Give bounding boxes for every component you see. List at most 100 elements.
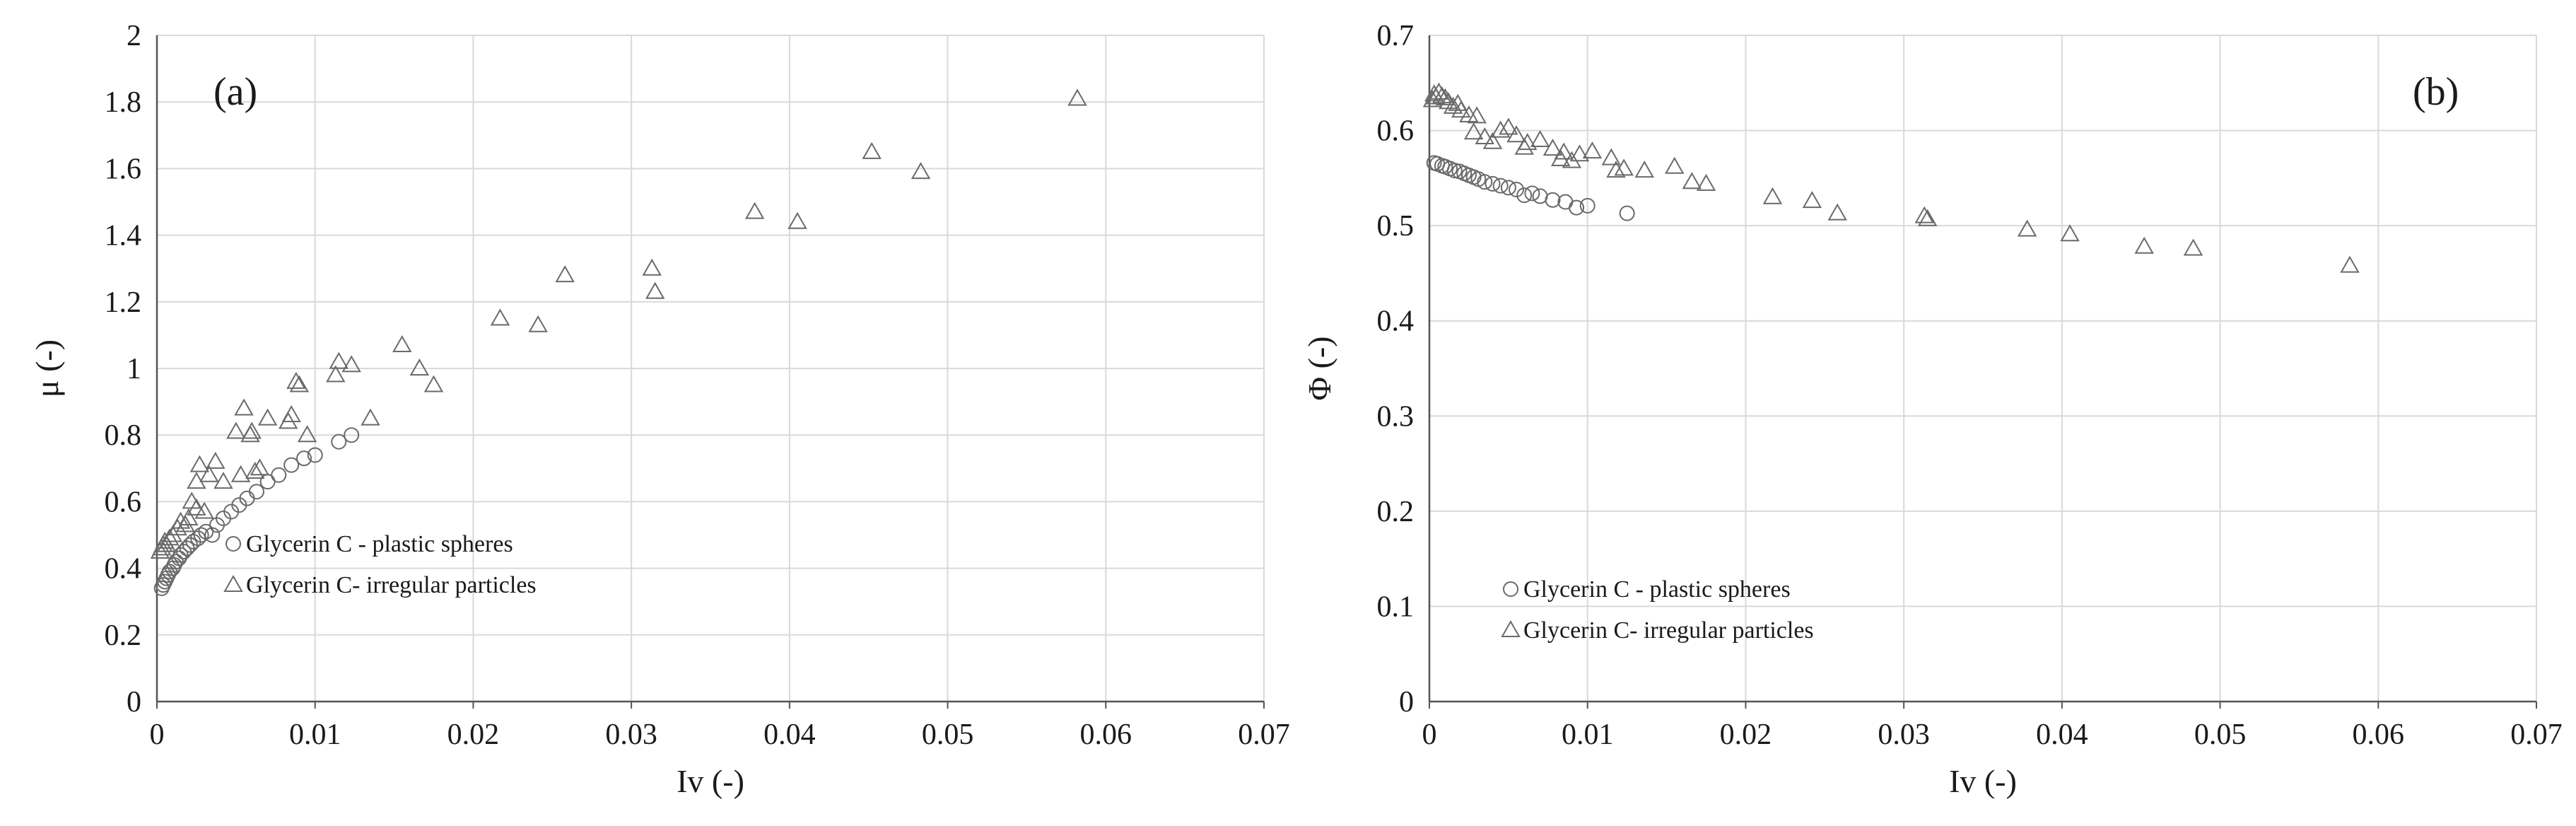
triangle-data-point xyxy=(1569,144,1590,162)
legend-entry: Glycerin C- irregular particles xyxy=(1523,617,1814,644)
legend-triangle-marker xyxy=(223,574,243,592)
series-irregular-particles xyxy=(150,88,1087,559)
x-tick-label: 0.06 xyxy=(2353,719,2405,751)
triangle-data-point xyxy=(1463,122,1484,140)
triangle-data-point xyxy=(1914,206,1934,223)
triangle-data-point xyxy=(297,425,317,443)
triangle-data-point xyxy=(744,202,765,219)
circle-data-point xyxy=(1545,192,1561,208)
series-irregular-particles xyxy=(1422,82,2360,273)
y-tick-label: 0.5 xyxy=(1377,210,1415,243)
triangle-data-point xyxy=(326,365,346,383)
y-tick-label: 0.7 xyxy=(1377,20,1415,52)
panel-label: (b) xyxy=(2413,70,2459,114)
circle-data-point xyxy=(1569,199,1585,216)
circle-data-point xyxy=(1485,175,1501,192)
triangle-data-point xyxy=(392,335,412,353)
plot-area xyxy=(1429,35,2536,702)
triangle-data-point xyxy=(409,358,430,376)
y-tick-label: 1 xyxy=(127,353,141,385)
triangle-data-point xyxy=(187,498,206,516)
circle-data-point xyxy=(1579,197,1596,214)
y-tick-label: 1.8 xyxy=(105,86,142,119)
legend-circle-marker xyxy=(1503,581,1518,597)
triangle-data-point xyxy=(862,141,882,159)
circle-data-point xyxy=(1516,187,1533,204)
circle-data-point xyxy=(193,527,209,543)
y-tick-label: 1.2 xyxy=(105,286,142,319)
triangle-data-point xyxy=(189,455,210,472)
circle-data-point xyxy=(1524,185,1540,202)
triangle-data-point xyxy=(1554,142,1574,160)
triangle-data-point xyxy=(213,472,233,489)
triangle-data-point xyxy=(234,398,254,416)
triangle-data-point xyxy=(911,162,931,180)
y-axis-label: Φ (-) xyxy=(1301,336,1337,400)
triangle-data-point xyxy=(1435,88,1456,105)
triangle-data-point xyxy=(1490,120,1511,138)
triangle-data-point xyxy=(170,511,191,529)
circle-data-point xyxy=(1500,180,1516,196)
triangle-data-point xyxy=(1443,96,1463,114)
triangle-data-point xyxy=(490,308,510,326)
triangle-data-point xyxy=(645,281,665,299)
triangle-data-point xyxy=(226,421,246,439)
triangle-data-point xyxy=(1917,209,1938,226)
triangle-data-point xyxy=(1506,125,1526,143)
circle-data-point xyxy=(271,467,287,483)
triangle-data-point xyxy=(1530,130,1550,148)
triangle-data-point xyxy=(1696,173,1716,191)
triangle-data-point xyxy=(361,408,380,426)
x-tick-label: 0.04 xyxy=(763,719,816,751)
triangle-data-point xyxy=(2340,255,2360,273)
triangle-data-point xyxy=(160,528,180,546)
circle-data-point xyxy=(296,450,312,467)
circle-data-point xyxy=(204,527,221,543)
circle-data-point xyxy=(1509,182,1525,198)
x-tick-label: 0.05 xyxy=(2194,719,2247,751)
triangle-data-point xyxy=(528,315,548,332)
triangle-data-point xyxy=(2060,224,2080,242)
triangle-data-point xyxy=(1432,86,1452,104)
legend-entry: Glycerin C - plastic spheres xyxy=(246,531,513,557)
legend: Glycerin C - plastic spheres Glycerin C- … xyxy=(223,531,537,598)
chart-panel-a: 0 0.2 0.4 0.6 0.8 1 1.2 1.4 1.6 1.8 2 0 0.01 0.02 0.03… xyxy=(29,20,1290,799)
triangle-data-point xyxy=(2183,238,2203,256)
triangle-data-point xyxy=(341,355,361,373)
triangle-data-point xyxy=(555,265,575,283)
triangle-data-point xyxy=(1067,88,1087,106)
y-tick-label: 1.4 xyxy=(105,220,142,252)
triangle-data-point xyxy=(1562,151,1582,168)
circle-data-point xyxy=(307,447,323,463)
x-axis-label: Iv (-) xyxy=(677,763,744,799)
y-tick-label: 0.4 xyxy=(1377,306,1415,338)
triangle-data-point xyxy=(206,451,226,469)
x-tick-label: 0 xyxy=(150,719,165,751)
triangle-data-point xyxy=(1475,127,1495,144)
triangle-data-point xyxy=(230,465,251,482)
y-tick-label: 0.6 xyxy=(1377,115,1415,148)
legend-entry: Glycerin C - plastic spheres xyxy=(1523,576,1791,603)
triangle-data-point xyxy=(1606,161,1626,178)
triangle-data-point xyxy=(250,458,270,476)
triangle-data-point xyxy=(1665,156,1685,174)
y-axis-label: μ (-) xyxy=(29,339,65,397)
x-tick-label: 0.02 xyxy=(447,719,500,751)
triangle-data-point xyxy=(1542,139,1563,156)
triangle-data-point xyxy=(289,375,310,392)
y-tick-label: 0.4 xyxy=(105,553,142,586)
triangle-data-point xyxy=(199,465,219,482)
circle-data-point xyxy=(1477,174,1493,190)
x-tick-label: 0.01 xyxy=(1562,719,1614,751)
y-tick-label: 0 xyxy=(1399,686,1414,719)
x-tick-label: 0.06 xyxy=(1080,719,1132,751)
x-tick-label: 0.01 xyxy=(289,719,341,751)
triangle-data-point xyxy=(423,375,444,392)
triangle-data-point xyxy=(1439,92,1458,110)
triangle-data-point xyxy=(163,525,183,542)
y-tick-label: 1.6 xyxy=(105,153,142,185)
y-tick-label: 2 xyxy=(127,20,141,52)
triangle-data-point xyxy=(1467,106,1487,124)
circle-data-point xyxy=(344,427,360,443)
legend-circle-marker xyxy=(226,536,241,552)
